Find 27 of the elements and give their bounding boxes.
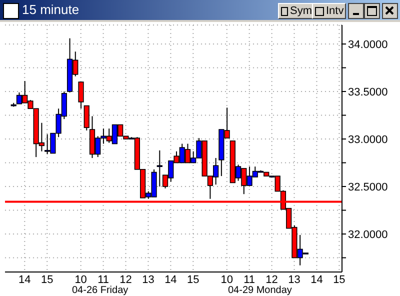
x-tick-label: 15 xyxy=(333,274,346,286)
text: Sym xyxy=(290,4,312,18)
x-tick-label: 10 xyxy=(220,274,233,286)
x-tick-label: 13 xyxy=(142,274,154,286)
candlestick xyxy=(156,150,162,187)
y-tick-label: 34.0000 xyxy=(348,38,388,51)
x-tick-label: 14 xyxy=(310,274,323,286)
x-tick-label: 14 xyxy=(164,274,177,286)
text: 04-26 Friday xyxy=(72,285,128,296)
x-tick-label: 12 xyxy=(266,274,278,286)
x-tick-label: 11 xyxy=(244,274,256,286)
y-tick-label: 33.5000 xyxy=(348,86,388,98)
x-tick-label: 14 xyxy=(18,274,31,286)
y-tick-label: 32.0000 xyxy=(348,228,388,241)
y-tick-label: 32.5000 xyxy=(348,181,388,194)
x-tick-label: 10 xyxy=(74,274,87,286)
text: 04-29 Monday xyxy=(228,285,292,296)
x-tick-label: 13 xyxy=(288,274,300,286)
x-tick-label: 12 xyxy=(120,274,132,286)
x-tick-label: 15 xyxy=(41,274,54,286)
y-tick-label: 33.0000 xyxy=(348,134,388,146)
x-tick-label: 15 xyxy=(187,274,200,286)
text: Intv xyxy=(326,4,344,18)
candlestick xyxy=(78,82,84,110)
chart-title: 15 minute xyxy=(22,2,80,17)
x-tick-label: 11 xyxy=(98,274,110,286)
candlestick xyxy=(84,105,90,131)
